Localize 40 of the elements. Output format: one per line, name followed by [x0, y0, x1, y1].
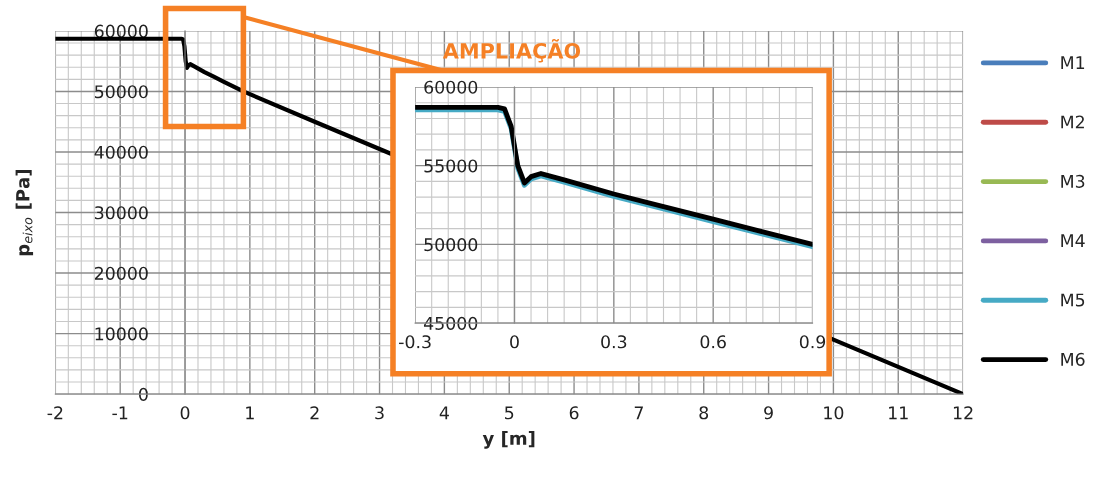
x-tick-label: 1 [246, 406, 254, 420]
legend-label: M5 [1061, 293, 1085, 307]
legend-label: M4 [1061, 234, 1085, 247]
x-tick-label: 6 [569, 406, 579, 420]
x-tick-label: 3 [375, 406, 384, 420]
x-tick-label: -2 [47, 406, 63, 420]
x-tick-label: 0.3 [601, 335, 627, 349]
annotation: AMPLIAÇÃO [442, 38, 581, 63]
x-tick-label: 2 [310, 406, 319, 420]
y-tick-label: 45000 [423, 316, 478, 330]
y-tick-label: 55000 [424, 159, 478, 173]
y-tick-label: 40000 [94, 145, 148, 159]
legend-label: M6 [1061, 352, 1085, 366]
x-tick-label: 0 [510, 335, 519, 349]
x-tick-label: 4 [439, 406, 449, 420]
y-axis-title: p$_{eixo}$ [Pa] [15, 170, 34, 256]
legend-label: M2 [1061, 115, 1084, 129]
legend-label: M1 [1061, 56, 1085, 69]
x-tick-label: 12 [953, 406, 973, 420]
y-tick-label: 0 [139, 387, 148, 401]
x-tick-label: 7 [634, 406, 643, 420]
x-tick-label: 0 [180, 406, 190, 420]
x-tick-label: -1 [112, 406, 128, 420]
y-tick-label: 10000 [95, 327, 148, 341]
y-tick-label: 50000 [95, 85, 148, 99]
x-tick-label: 8 [699, 406, 709, 420]
y-tick-label: 20000 [94, 266, 148, 280]
y-tick-label: 50000 [424, 238, 478, 252]
x-tick-label: 11 [889, 406, 908, 420]
y-tick-label: 60000 [424, 80, 478, 94]
x-tick-label: 9 [764, 406, 773, 420]
x-tick-label: 0.9 [799, 335, 826, 349]
x-axis-title: y [m] [482, 431, 535, 449]
x-tick-label: 5 [505, 406, 514, 420]
legend-label: M3 [1061, 174, 1085, 188]
x-tick-label: 10 [824, 406, 844, 420]
x-tick-label: -0.3 [399, 335, 431, 349]
y-tick-label: 60000 [94, 24, 148, 38]
x-tick-label: 0.6 [700, 335, 726, 349]
y-tick-label: 30000 [95, 206, 148, 220]
